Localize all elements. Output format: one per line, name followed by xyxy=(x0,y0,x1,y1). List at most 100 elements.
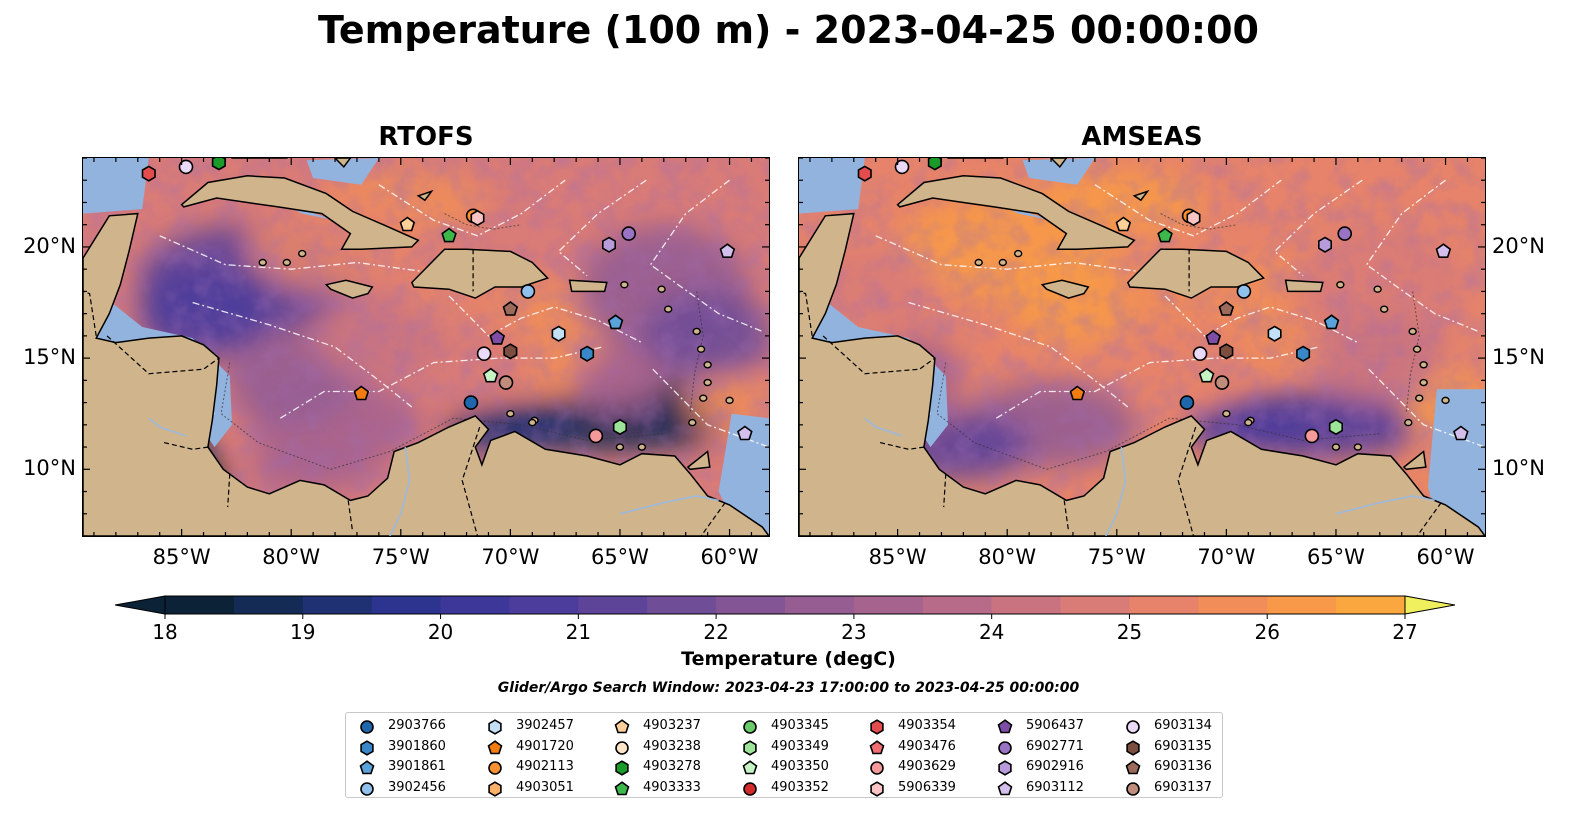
lon-tick-label-rtofs: 70°W xyxy=(481,545,540,569)
lon-tick-label-rtofs: 80°W xyxy=(262,545,321,569)
search-window-caption: Glider/Argo Search Window: 2023-04-23 17… xyxy=(497,680,1080,696)
platform-marker-6903112 xyxy=(1435,243,1452,258)
legend-marker xyxy=(488,719,502,735)
legend-marker xyxy=(614,719,630,734)
platform-marker-6903134 xyxy=(1192,346,1208,361)
land xyxy=(83,158,769,536)
legend-label: 4903333 xyxy=(643,779,701,795)
legend-label: 4903051 xyxy=(516,779,574,795)
legend-label: 6903136 xyxy=(1154,759,1212,774)
platform-marker-4903349 xyxy=(1328,418,1344,436)
lon-tick-label-rtofs: 85°W xyxy=(152,545,211,569)
colorbar-tick-label: 22 xyxy=(703,620,728,644)
platform-marker-4903278 xyxy=(927,158,942,171)
platform-marker-4903333 xyxy=(1157,227,1173,243)
figure-title: Temperature (100 m) - 2023-04-25 00:00:0… xyxy=(317,8,1259,52)
depth-contours xyxy=(220,213,704,470)
colorbar-segment xyxy=(853,596,924,614)
legend-label: 3902456 xyxy=(388,779,446,795)
platform-marker-3902457 xyxy=(551,325,566,342)
platform-marker-4903354 xyxy=(857,165,872,182)
map-canvas-amseas xyxy=(799,158,1485,536)
legend-label: 6903134 xyxy=(1154,718,1212,733)
legend-label: 4903238 xyxy=(643,738,701,754)
lon-tick-label-rtofs: 75°W xyxy=(371,545,430,569)
platform-markers xyxy=(141,158,753,444)
legend-marker xyxy=(615,740,629,755)
lat-tick-label-left: 10°N xyxy=(23,456,76,481)
colorbar-segment xyxy=(165,596,235,614)
legend-marker xyxy=(488,780,502,797)
platform-marker-3902456 xyxy=(1236,284,1252,299)
platform-marker-2903766 xyxy=(463,395,479,410)
platform-markers xyxy=(857,158,1469,444)
colorbar-tick-label: 19 xyxy=(290,620,315,644)
legend-marker xyxy=(743,720,757,734)
lon-tick-label-amseas: 80°W xyxy=(978,545,1037,569)
colorbar-segment xyxy=(1060,596,1130,614)
colorbar-segment xyxy=(647,596,717,614)
colorbar-tick-label: 18 xyxy=(152,620,177,644)
legend-marker xyxy=(487,739,503,754)
platform-marker-5906437 xyxy=(1205,329,1222,345)
platform-marker-4903333 xyxy=(441,227,457,243)
legend-label: 6903135 xyxy=(1154,738,1212,754)
legend-label: 5906339 xyxy=(898,779,956,795)
platform-marker-4903629 xyxy=(588,428,604,444)
panel-title-rtofs: RTOFS xyxy=(378,122,474,152)
legend-marker xyxy=(1126,720,1140,734)
colorbar-segment xyxy=(1198,596,1268,614)
legend-label: 4901720 xyxy=(516,738,574,754)
colorbar-segment xyxy=(509,596,579,614)
depth-contours xyxy=(936,213,1420,470)
platform-marker-6903134 xyxy=(476,346,492,361)
platform-marker-4903629 xyxy=(1304,428,1320,444)
colorbar-segment xyxy=(991,596,1062,614)
map-panel-rtofs[interactable] xyxy=(82,157,770,537)
legend-marker xyxy=(742,760,758,775)
platform-marker-3901861 xyxy=(1323,314,1340,330)
platform-marker-3901860 xyxy=(1296,345,1311,362)
colorbar-tick-label: 21 xyxy=(566,620,591,644)
legend-marker xyxy=(1126,781,1140,796)
legend-marker xyxy=(870,780,884,797)
platform-marker-6903134 xyxy=(894,159,910,175)
map-canvas-rtofs xyxy=(83,158,769,536)
platform-marker-6903112 xyxy=(737,425,753,441)
platform-marker-6903134 xyxy=(178,159,194,175)
legend-label: 4903629 xyxy=(898,759,956,774)
panel-title-amseas: AMSEAS xyxy=(1081,122,1203,152)
colorbar-tick-label: 24 xyxy=(979,620,1004,644)
lat-tick-label-right: 20°N xyxy=(1492,233,1545,258)
colorbar-segment xyxy=(1129,596,1199,614)
legend-marker xyxy=(614,780,630,795)
legend-marker xyxy=(997,719,1013,734)
platform-marker-4903349 xyxy=(612,418,628,436)
platform-marker-6903137 xyxy=(1214,375,1230,390)
legend-label: 3902457 xyxy=(516,718,574,733)
platform-marker-6902771 xyxy=(621,226,637,241)
map-panel-amseas[interactable] xyxy=(798,157,1486,537)
legend-marker xyxy=(869,739,885,754)
legend-marker xyxy=(997,780,1013,795)
lon-tick-label-rtofs: 65°W xyxy=(590,545,649,569)
platform-marker-3901860 xyxy=(580,345,595,362)
platform-marker-4903354 xyxy=(141,165,156,182)
platform-marker-2903766 xyxy=(1179,395,1195,410)
legend-label: 4903354 xyxy=(898,718,956,733)
colorbar-segment xyxy=(716,596,786,614)
legend-marker xyxy=(360,739,374,756)
platform-legend: 2903766 3901860 3901861 3902456 3902457 49017… xyxy=(345,712,1223,798)
lon-tick-label-amseas: 75°W xyxy=(1087,545,1146,569)
colorbar-segment xyxy=(371,596,442,614)
platform-marker-4903237 xyxy=(399,216,416,232)
legend-marker xyxy=(743,781,757,796)
lon-tick-label-rtofs: 60°W xyxy=(700,545,759,569)
platform-marker-6903135 xyxy=(1219,343,1234,360)
colorbar-segment xyxy=(578,596,648,614)
platform-marker-5906437 xyxy=(489,329,506,345)
platform-marker-3902456 xyxy=(520,284,536,299)
platform-marker-6903112 xyxy=(1453,425,1469,441)
colorbar-tick-label: 26 xyxy=(1254,620,1279,644)
lon-tick-label-amseas: 70°W xyxy=(1197,545,1256,569)
